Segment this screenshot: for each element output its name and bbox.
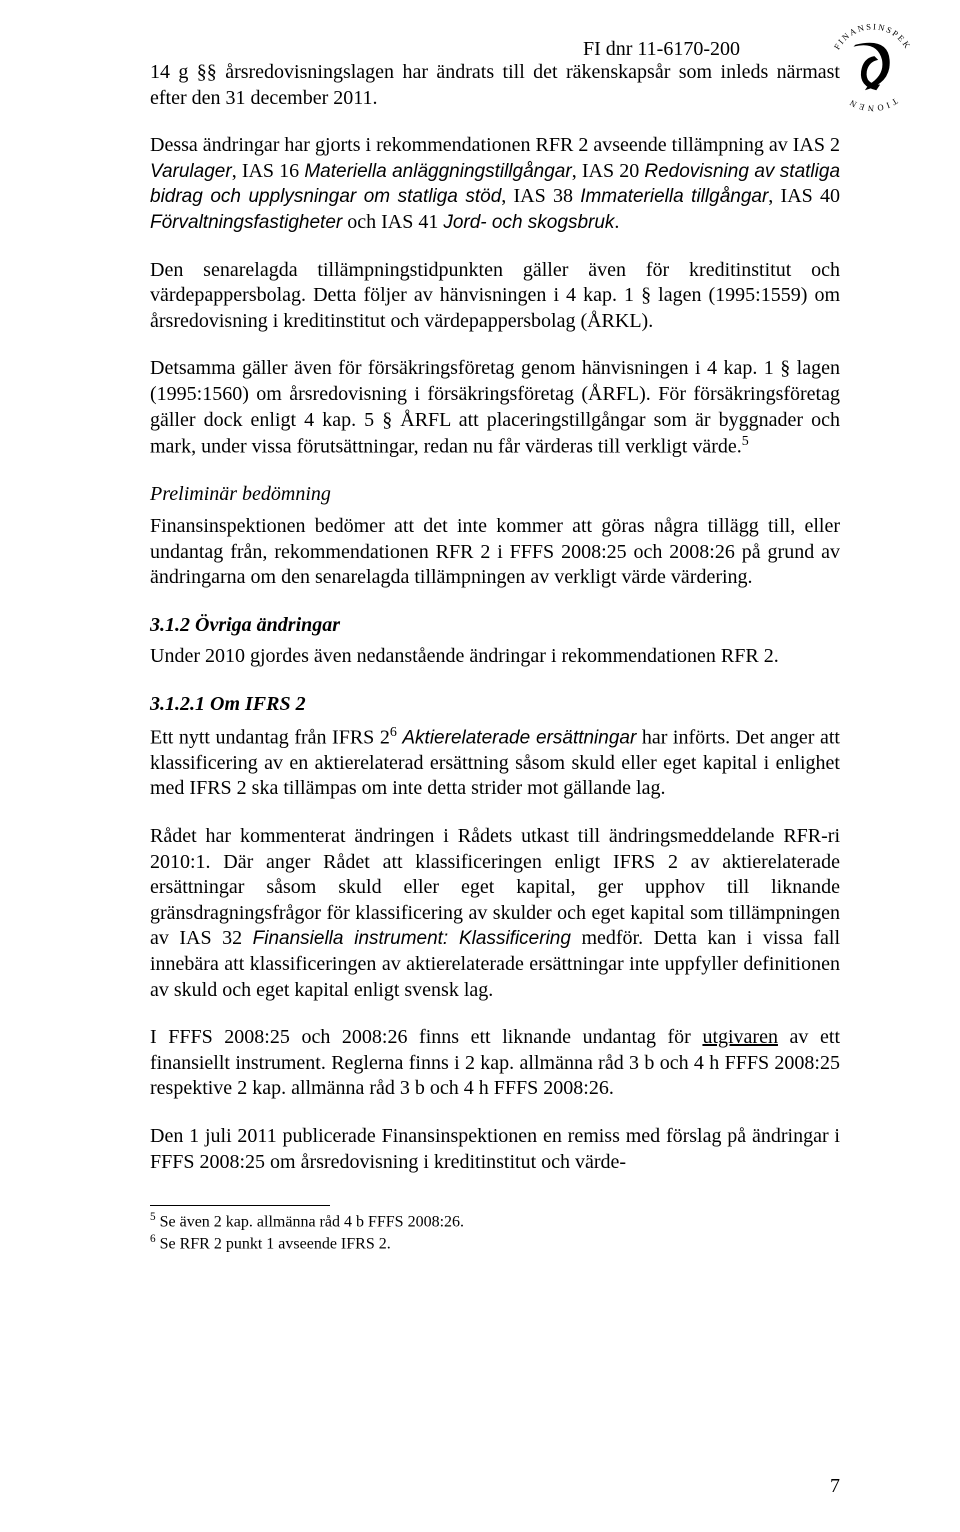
section-heading: 3.1.2.1 Om IFRS 2 — [150, 692, 840, 718]
paragraph: Under 2010 gjordes även nedanstående änd… — [150, 644, 840, 670]
footnotes: 5 Se även 2 kap. allmänna råd 4 b FFFS 2… — [150, 1210, 840, 1255]
standard-title: Materiella anläggningstillgångar — [304, 161, 571, 182]
text: I FFFS 2008:25 och 2008:26 finns ett lik… — [150, 1026, 702, 1048]
paragraph: Detsamma gäller även för försäkringsföre… — [150, 356, 840, 460]
header-dnr: FI dnr 11-6170-200 — [583, 38, 740, 61]
paragraph: I FFFS 2008:25 och 2008:26 finns ett lik… — [150, 1025, 840, 1102]
footnote-ref: 6 — [390, 725, 397, 740]
text: Ett nytt undantag från IFRS 2 — [150, 726, 390, 748]
footnote-ref: 5 — [742, 434, 749, 449]
footnote: 5 Se även 2 kap. allmänna råd 4 b FFFS 2… — [150, 1210, 840, 1232]
footnote-separator — [150, 1205, 330, 1206]
standard-title: Jord- och skogsbruk — [443, 212, 614, 233]
standard-title: Immateriella tillgångar — [580, 186, 768, 207]
svg-text:TIONEN: TIONEN — [846, 96, 900, 113]
finansinspektionen-logo: FINANSINSPEK TIONEN — [825, 20, 920, 115]
text: Dessa ändringar har gjorts i rekommendat… — [150, 134, 840, 156]
section-heading: Preliminär bedömning — [150, 482, 840, 508]
text: , IAS 16 — [232, 160, 305, 182]
footnote-text: Se RFR 2 punkt 1 avseende IFRS 2. — [156, 1236, 391, 1253]
text: , IAS 20 — [572, 160, 645, 182]
text: Detsamma gäller även för försäkringsföre… — [150, 357, 840, 457]
paragraph: Dessa ändringar har gjorts i rekommendat… — [150, 133, 840, 235]
paragraph: Den 1 juli 2011 publicerade Finansinspek… — [150, 1124, 840, 1175]
footnote-text: Se även 2 kap. allmänna råd 4 b FFFS 200… — [156, 1213, 464, 1230]
paragraph: 14 g §§ årsredovisningslagen har ändrats… — [150, 60, 840, 111]
standard-title: Aktierelaterade ersättningar — [402, 727, 636, 748]
paragraph: Den senarelagda tillämpningstidpunkten g… — [150, 258, 840, 335]
text: och IAS 41 — [342, 211, 443, 233]
text: . — [614, 211, 619, 233]
standard-title: Förvaltningsfastigheter — [150, 212, 342, 233]
text: , IAS 38 — [501, 185, 580, 207]
body-text: 14 g §§ årsredovisningslagen har ändrats… — [150, 60, 840, 1255]
logo-monogram-icon — [854, 43, 890, 91]
standard-title: Varulager — [150, 161, 232, 182]
paragraph: Ett nytt undantag från IFRS 26 Aktierela… — [150, 724, 840, 802]
underlined-text: utgivaren — [702, 1026, 778, 1048]
paragraph: Finansinspektionen bedömer att det inte … — [150, 514, 840, 591]
paragraph: Rådet har kommenterat ändringen i Rådets… — [150, 824, 840, 1003]
section-heading: 3.1.2 Övriga ändringar — [150, 613, 840, 639]
standard-title: Finansiella instrument: Klassificering — [253, 928, 571, 949]
text: , IAS 40 — [768, 185, 840, 207]
logo-text-bottom: TIONEN — [846, 96, 900, 113]
footnote: 6 Se RFR 2 punkt 1 avseende IFRS 2. — [150, 1232, 840, 1254]
page: FI dnr 11-6170-200 FINANSINSPEK TIONEN 1… — [0, 0, 960, 1532]
page-number: 7 — [830, 1475, 840, 1498]
